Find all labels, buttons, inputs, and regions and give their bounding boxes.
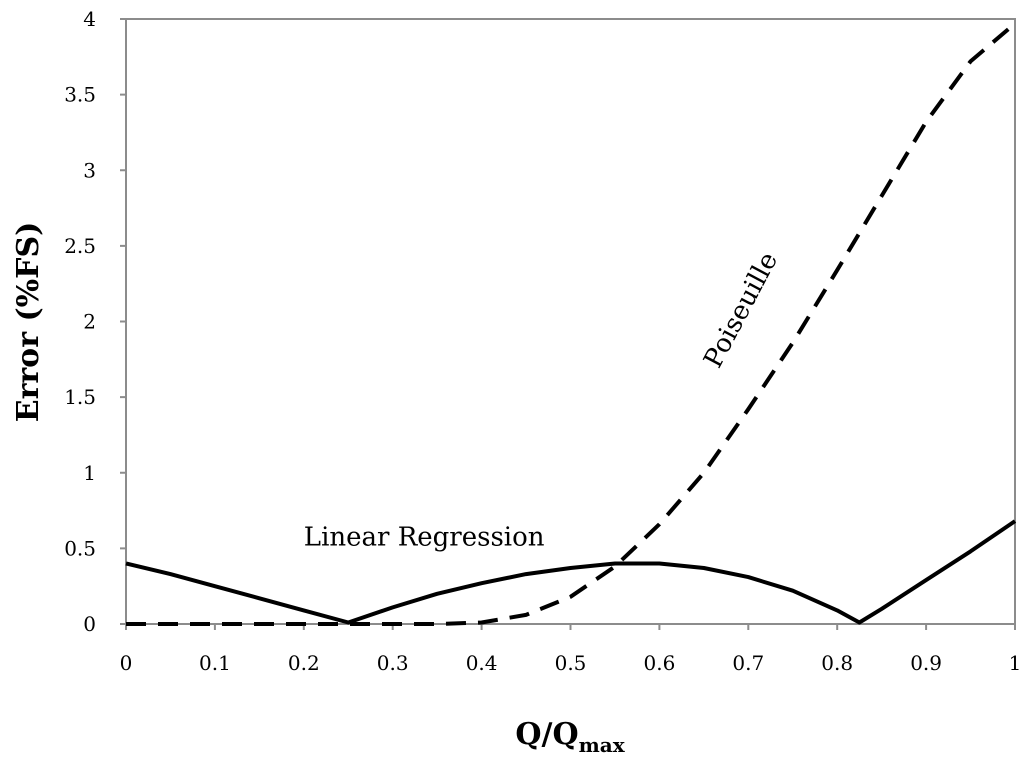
x-tick-label: 1	[1009, 651, 1022, 675]
x-axis-title-main: Q/Q	[515, 717, 578, 752]
x-tick-label: 0.8	[821, 651, 853, 675]
y-axis-ticks: 0 0.5 1 1.5 2 2.5 3 3.5 4	[64, 7, 126, 636]
y-tick-label: 3.5	[64, 83, 96, 107]
series-line-poiseuille	[126, 21, 1017, 626]
x-axis-ticks: 0 0.1 0.2 0.3 0.4 0.5 0.6 0.7 0.8 0.9 1	[120, 624, 1022, 675]
y-tick-label: 2	[83, 310, 96, 334]
y-tick-label: 2.5	[64, 234, 96, 258]
y-axis-title: Error (%FS)	[11, 222, 46, 423]
y-tick-label: 1	[83, 461, 96, 485]
x-tick-label: 0.2	[288, 651, 320, 675]
series-line-linear-regression	[125, 519, 1017, 625]
x-axis-title-sub: max	[579, 733, 626, 757]
annotation-label: Linear Regression	[304, 522, 545, 552]
y-tick-label: 3	[83, 158, 96, 182]
x-tick-label: 0.7	[732, 651, 764, 675]
y-tick-label: 0	[83, 612, 96, 636]
x-tick-label: 0.1	[199, 651, 231, 675]
x-tick-label: 0.9	[910, 651, 942, 675]
x-tick-label: 0.5	[555, 651, 587, 675]
x-axis-title: Q/Qmax	[515, 717, 625, 757]
x-tick-label: 0.6	[643, 651, 675, 675]
annotation-layer: Linear Regression Poiseuille	[304, 247, 784, 552]
x-tick-label: 0	[120, 651, 133, 675]
y-tick-label: 0.5	[64, 536, 96, 560]
annotation-label: Poiseuille	[698, 247, 784, 373]
series-layer	[125, 21, 1017, 626]
x-tick-label: 0.3	[377, 651, 409, 675]
plot-frame	[125, 18, 1016, 625]
x-tick-label: 0.4	[466, 651, 498, 675]
y-tick-label: 4	[83, 7, 96, 31]
y-tick-label: 1.5	[64, 385, 96, 409]
